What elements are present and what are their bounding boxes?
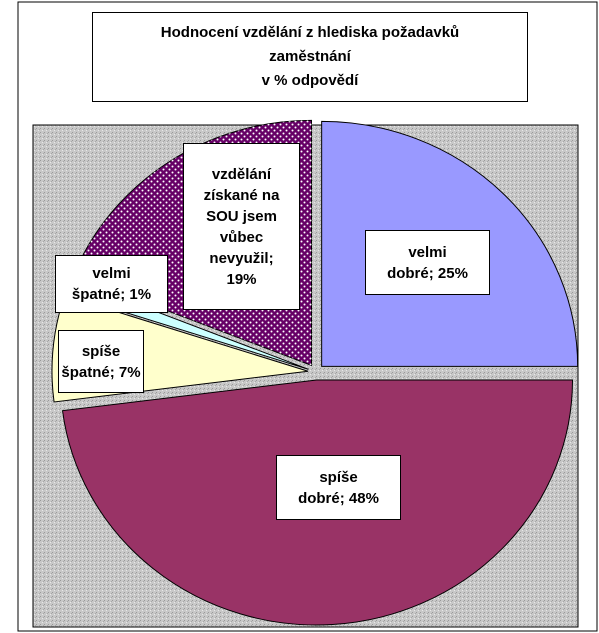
data-label: vzdělání získané na SOU jsem vůbec nevyu… [183, 143, 300, 310]
data-label: spíše dobré; 48% [276, 455, 401, 520]
data-label: velmi špatné; 1% [55, 255, 168, 313]
data-label: velmi dobré; 25% [365, 230, 490, 295]
data-label: spíše špatné; 7% [58, 330, 144, 393]
chart-title: Hodnocení vzdělání z hlediska požadavků … [92, 12, 528, 102]
